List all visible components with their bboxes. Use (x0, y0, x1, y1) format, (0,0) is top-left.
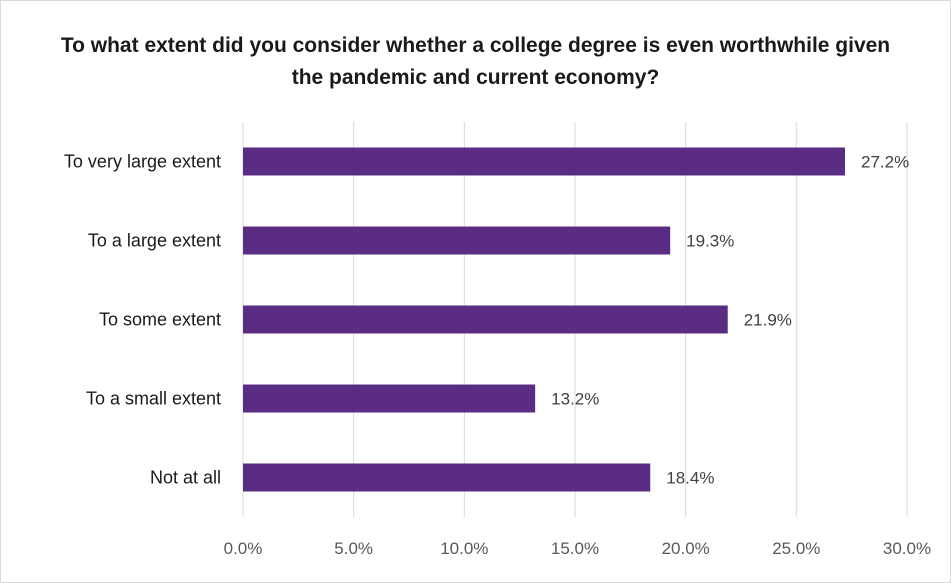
x-tick-label: 30.0% (883, 539, 931, 558)
bar-2 (243, 305, 728, 334)
data-label: 27.2% (861, 153, 909, 172)
x-tick-label: 5.0% (334, 539, 373, 558)
category-label: To a small extent (86, 389, 221, 409)
x-tick-label: 20.0% (662, 539, 710, 558)
category-label: To some extent (99, 310, 221, 330)
x-tick-label: 25.0% (772, 539, 820, 558)
x-tick-label: 0.0% (224, 539, 263, 558)
bar-3 (243, 384, 536, 413)
data-label: 18.4% (666, 469, 714, 488)
category-label: Not at all (150, 468, 221, 488)
x-tick-label: 10.0% (440, 539, 488, 558)
data-label: 21.9% (744, 311, 792, 330)
bar-1 (243, 226, 671, 255)
category-label: To a large extent (88, 231, 221, 251)
bar-0 (243, 147, 846, 176)
x-tick-label: 15.0% (551, 539, 599, 558)
category-label: To very large extent (64, 152, 221, 172)
chart-title: To what extent did you consider whether … (60, 34, 891, 89)
bar-4 (243, 463, 651, 492)
data-label: 19.3% (686, 232, 734, 251)
data-label: 13.2% (551, 390, 599, 409)
